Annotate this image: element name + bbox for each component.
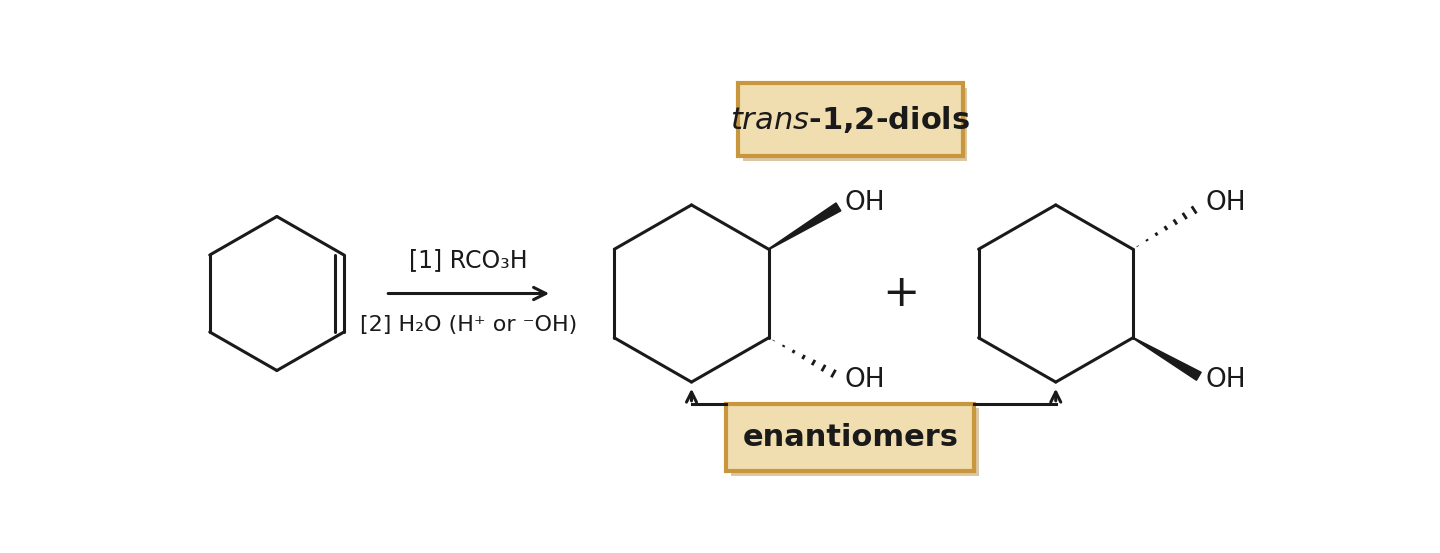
FancyBboxPatch shape [726, 404, 975, 471]
Text: [1] RCO₃H: [1] RCO₃H [409, 248, 528, 272]
FancyBboxPatch shape [743, 88, 968, 161]
Polygon shape [1133, 337, 1201, 380]
Polygon shape [769, 203, 841, 249]
Text: $\it{trans}$-1,2-diols: $\it{trans}$-1,2-diols [730, 105, 971, 135]
Text: OH: OH [845, 367, 886, 393]
Text: [2] H₂O (H⁺ or ⁻OH): [2] H₂O (H⁺ or ⁻OH) [360, 315, 577, 335]
Text: OH: OH [1205, 367, 1246, 393]
FancyBboxPatch shape [739, 84, 963, 156]
Text: OH: OH [1205, 190, 1246, 216]
FancyBboxPatch shape [732, 408, 979, 476]
Text: +: + [883, 272, 919, 315]
Text: OH: OH [845, 190, 886, 216]
Text: enantiomers: enantiomers [743, 423, 959, 452]
